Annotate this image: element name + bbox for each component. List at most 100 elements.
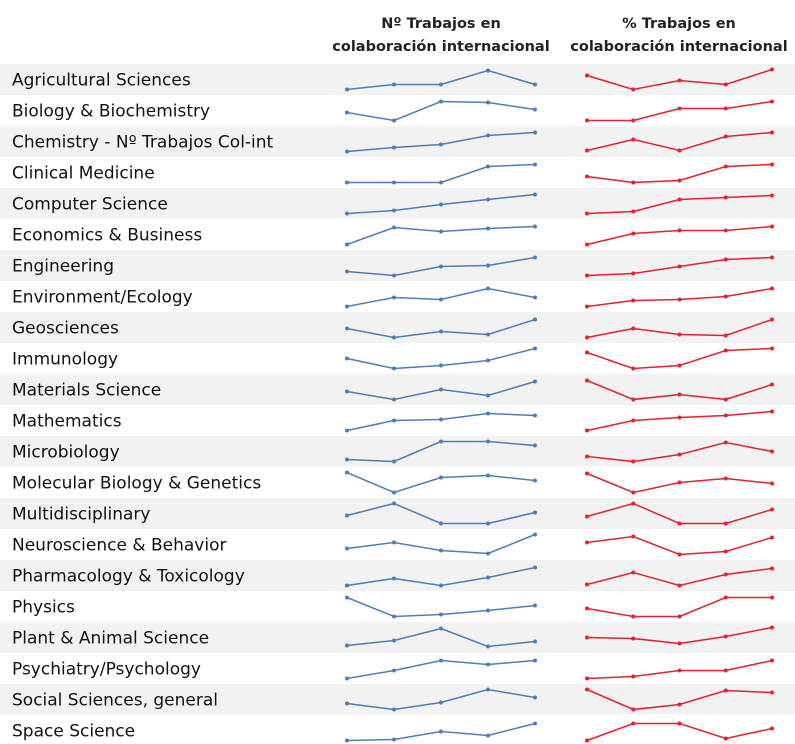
sparkline-point xyxy=(631,87,636,92)
sparkline-point xyxy=(677,106,682,111)
column-header: Nº Trabajos en xyxy=(381,16,501,32)
sparkline-point xyxy=(585,378,589,383)
sparkline-point xyxy=(631,570,636,575)
sparkline-point xyxy=(486,439,490,444)
sparkline-point xyxy=(770,130,774,135)
sparkline-point xyxy=(439,387,443,392)
sparkline-point xyxy=(345,457,349,462)
column-header: colaboración internacional xyxy=(332,39,549,55)
sparkline-point xyxy=(631,459,636,464)
sparkline-point xyxy=(723,688,728,693)
sparkline-point xyxy=(723,549,728,554)
sparkline-point xyxy=(533,695,537,700)
row-label: Chemistry - Nº Trabajos Col-int xyxy=(12,133,274,153)
row-label: Clinical Medicine xyxy=(12,164,155,184)
sparkline-point xyxy=(392,273,396,278)
row-label: Psychiatry/Psychology xyxy=(12,660,201,680)
sparkline xyxy=(346,659,536,680)
sparkline-point xyxy=(723,413,728,418)
sparkline-point xyxy=(770,382,774,387)
sparkline-point xyxy=(486,393,490,398)
sparkline xyxy=(586,410,773,432)
sparkline-point xyxy=(585,174,589,179)
sparkline-point xyxy=(631,231,636,236)
sparkline-point xyxy=(486,411,490,416)
sparkline-point xyxy=(770,99,774,104)
sparkline-point xyxy=(439,202,443,207)
sparkline-point xyxy=(392,707,396,712)
row-label: Social Sciences, general xyxy=(12,691,218,711)
row-label: Agricultural Sciences xyxy=(12,71,191,91)
sparkline-point xyxy=(723,397,728,402)
sparkline-point xyxy=(486,687,490,692)
sparkline-point xyxy=(392,576,396,581)
sparkline-point xyxy=(677,552,682,557)
sparkline-point xyxy=(631,209,636,214)
sparkline-point xyxy=(533,255,537,260)
sparkline-point xyxy=(631,137,636,142)
sparkline-point xyxy=(585,335,589,340)
sparkline-point xyxy=(533,346,537,351)
sparkline-point xyxy=(392,118,396,123)
sparkline-point xyxy=(677,452,682,457)
sparkline-point xyxy=(486,164,490,169)
sparkline-point xyxy=(345,701,349,706)
sparkline-point xyxy=(723,440,728,445)
sparkline-point xyxy=(533,603,537,608)
sparkline-point xyxy=(631,326,636,331)
sparkline-point xyxy=(486,575,490,580)
sparkline-point xyxy=(770,346,774,351)
sparkline-point xyxy=(533,82,537,87)
sparkline-point xyxy=(345,110,349,115)
sparkline-point xyxy=(631,674,636,679)
sparkline xyxy=(586,722,773,742)
sparkline-point xyxy=(439,548,443,553)
sparkline-point xyxy=(345,738,349,743)
sparkline-point xyxy=(770,481,774,486)
column-header: % Trabajos en xyxy=(622,16,736,32)
row-background xyxy=(0,312,795,343)
sparkline-point xyxy=(439,363,443,368)
sparkline-point xyxy=(486,644,490,649)
sparkline-point xyxy=(631,490,636,495)
sparkline-point xyxy=(345,211,349,216)
sparkline-point xyxy=(677,78,682,83)
sparkline-point xyxy=(392,366,396,371)
sparkline-point xyxy=(770,255,774,260)
sparkline-point xyxy=(585,304,589,309)
sparkline-point xyxy=(770,193,774,198)
sparkline-point xyxy=(345,87,349,92)
sparkline-point xyxy=(439,142,443,147)
row-label: Materials Science xyxy=(12,381,161,401)
row-label: Pharmacology & Toxicology xyxy=(12,567,245,587)
sparkline-point xyxy=(533,224,537,229)
sparkline-point xyxy=(486,733,490,738)
sparkline-point xyxy=(486,68,490,73)
row-label: Economics & Business xyxy=(12,226,202,246)
sparkline-point xyxy=(392,638,396,643)
sparkline-point xyxy=(533,130,537,135)
sparkline-point xyxy=(677,480,682,485)
sparkline-point xyxy=(392,225,396,230)
row-label: Geosciences xyxy=(12,319,119,339)
sparkline-point xyxy=(533,413,537,418)
sparkline xyxy=(347,163,536,184)
sparkline-point xyxy=(486,286,490,291)
sparkline-point xyxy=(723,736,728,741)
sparkline-point xyxy=(585,118,589,123)
sparkline-point xyxy=(486,473,490,478)
sparkline-point xyxy=(770,625,774,630)
sparkline-point xyxy=(345,583,349,588)
sparkline-point xyxy=(486,197,490,202)
sparkline-point xyxy=(631,366,636,371)
sparkline-point xyxy=(585,350,589,355)
sparkline-point xyxy=(392,418,396,423)
sparkline-point xyxy=(770,409,774,414)
sparkline-point xyxy=(723,228,728,233)
sparkline-point xyxy=(585,582,589,587)
sparkline-point xyxy=(345,676,349,681)
sparkline-point xyxy=(585,635,589,640)
row-background xyxy=(0,374,795,405)
sparkline-point xyxy=(345,304,349,309)
sparkline-point xyxy=(585,73,589,78)
